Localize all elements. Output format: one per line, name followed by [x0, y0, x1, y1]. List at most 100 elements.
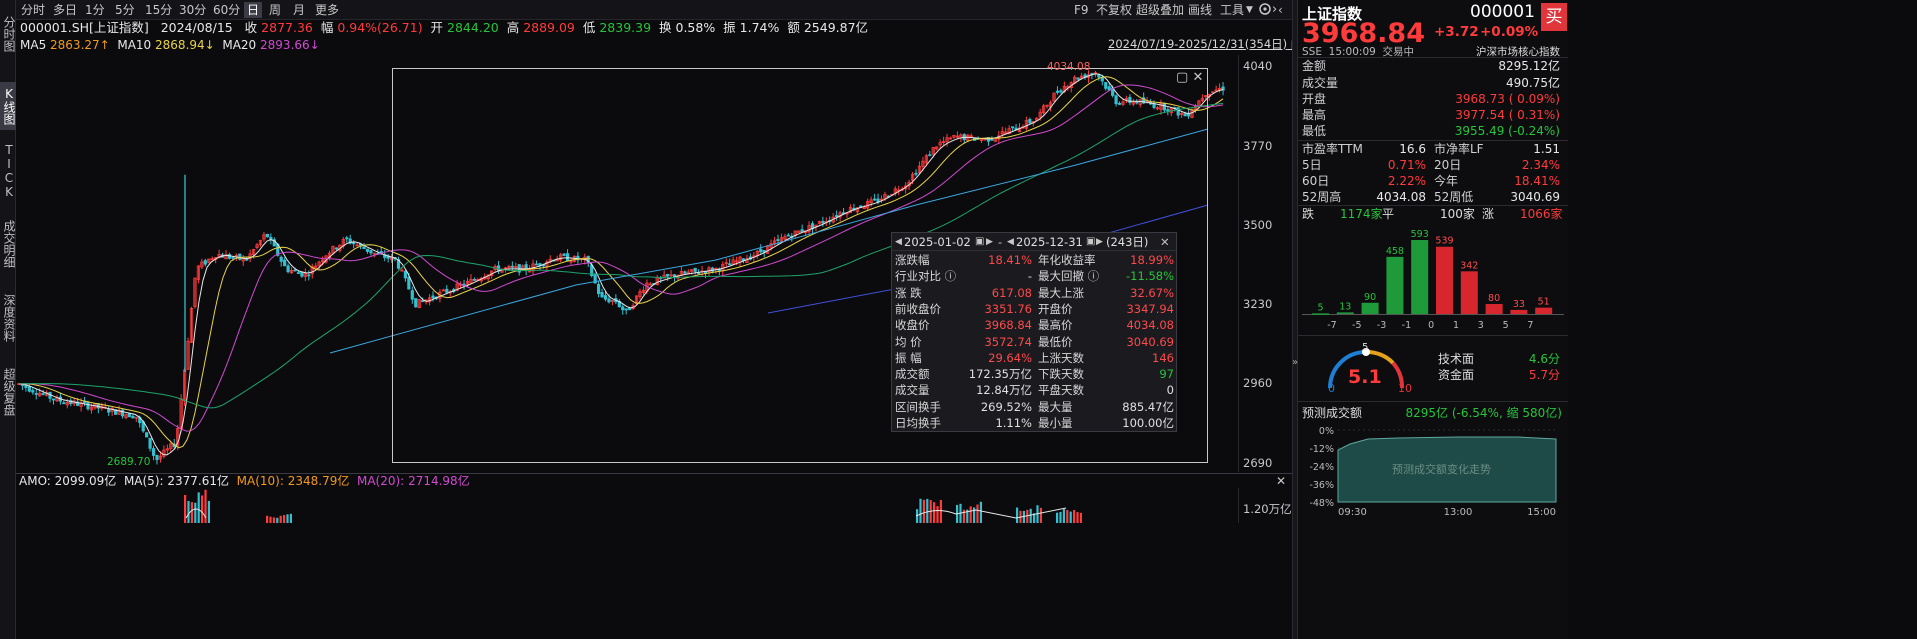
candle-body [403, 270, 408, 279]
settings-icon[interactable] [1258, 2, 1272, 18]
candle-body [1004, 131, 1008, 134]
candle-body [917, 165, 922, 174]
arrow-left-icon[interactable]: ‹ [1278, 3, 1283, 17]
candle-body [800, 229, 804, 233]
volume-bar [922, 499, 925, 523]
divider [1298, 401, 1568, 402]
gauge-max-label: 10 [1398, 382, 1412, 395]
stats-row: 均 价 3572.74 最低价 3040.69 [892, 334, 1178, 350]
candle-body [1052, 92, 1056, 102]
metric-value: 1.51 [1533, 142, 1560, 156]
tab-trade-detail[interactable]: 成交明细 [2, 220, 16, 268]
gauge-value: 5.1 [1348, 366, 1382, 388]
prev-end-icon[interactable]: ◀ [1007, 237, 1014, 247]
candle-body [303, 273, 307, 277]
stat-label: 开盘 [1302, 92, 1327, 106]
candle-body [262, 234, 266, 240]
close-icon[interactable]: ✕ [1275, 474, 1286, 488]
candle-body [955, 135, 960, 138]
divider [1298, 140, 1568, 141]
draw-line-button[interactable]: 画线 [1188, 3, 1213, 17]
tab-depth-info[interactable]: 深度资料 [2, 294, 16, 342]
candle-body [258, 240, 263, 245]
volume-chart[interactable] [16, 488, 1238, 523]
buy-button[interactable]: 买 [1541, 3, 1567, 31]
stat-row: 开盘 3968.73 ( 0.09%) [1302, 91, 1560, 107]
dropdown-icon[interactable]: ▼ [1246, 5, 1253, 15]
volume-bar [190, 502, 193, 523]
no-adjust-button[interactable]: 不复权 [1096, 3, 1133, 17]
overlay-button[interactable]: 超级叠加 [1136, 3, 1185, 17]
candle-body [272, 239, 276, 247]
period-day[interactable]: 日 [244, 2, 263, 18]
volume-bar [939, 500, 942, 523]
stats-row: 区间换手 269.52% 最大量 885.47亿 [892, 399, 1178, 415]
panel-divider[interactable]: » [1292, 0, 1298, 639]
maximize-icon[interactable]: ▢ [1176, 70, 1189, 85]
kline-chart[interactable] [16, 55, 1292, 472]
candle-body [193, 277, 197, 307]
dist-axis-label: 7 [1527, 320, 1533, 331]
candle-body [255, 244, 259, 248]
stats-value: 885.47亿 [1122, 399, 1174, 414]
ma-legend: MA5 2863.27↑ MA10 2868.94↓ MA20 2893.66↓ [20, 37, 320, 53]
period-more[interactable]: 更多 [315, 3, 340, 17]
period-15min[interactable]: 15分 [145, 3, 173, 17]
next-start-icon[interactable]: ▶ [986, 237, 993, 247]
amo-value: 2099.09亿 [54, 474, 117, 488]
period-week[interactable]: 周 [269, 3, 282, 17]
range-selector[interactable]: 2024/07/19-2025/12/31(354日) ▣ ▼ [1108, 37, 1311, 51]
f9-button[interactable]: F9 [1074, 3, 1089, 17]
dist-bar [1336, 312, 1354, 314]
stats-label: 区间换手 [895, 399, 941, 414]
candle-body [248, 253, 252, 259]
calendar-icon[interactable]: ▣ [1086, 236, 1096, 247]
tab-tick[interactable]: TICK [2, 143, 16, 199]
candle-body [873, 198, 877, 201]
ma5-line [18, 73, 1224, 456]
candle-body [117, 409, 121, 415]
period-intraday[interactable]: 分时 [21, 3, 46, 17]
start-date[interactable]: 2025-01-02 [904, 235, 971, 249]
period-1min[interactable]: 1分 [85, 3, 105, 17]
period-5min[interactable]: 5分 [115, 3, 135, 17]
volume-bar [926, 498, 929, 523]
quote-time: 15:00:09 [1328, 46, 1376, 58]
candle-body [414, 298, 418, 308]
flat-count: 100家 [1440, 207, 1475, 221]
candle-body [610, 299, 615, 302]
candle-body [410, 290, 414, 300]
volume-bar [207, 500, 210, 523]
change-label: 幅 [320, 20, 334, 35]
next-end-icon[interactable]: ▶ [1096, 237, 1103, 247]
tab-intraday[interactable]: 分时图 [2, 16, 16, 52]
candle-body [27, 386, 31, 392]
period-multiday[interactable]: 多日 [53, 3, 78, 17]
amplitude-label: 振 [723, 20, 736, 35]
range-selection-box[interactable] [392, 68, 1208, 463]
close-icon[interactable]: ✕ [1160, 235, 1170, 249]
low-value: 2839.39 [599, 20, 652, 35]
candle-body [603, 295, 608, 300]
prev-start-icon[interactable]: ◀ [895, 237, 902, 247]
candle-body [1155, 107, 1160, 110]
stats-label: 最高价 [1038, 318, 1073, 333]
volume-bar [283, 515, 286, 523]
tools-button[interactable]: 工具 [1220, 3, 1245, 17]
period-30min[interactable]: 30分 [179, 3, 207, 17]
calendar-icon[interactable]: ▣ [975, 236, 985, 247]
period-month[interactable]: 月 [293, 3, 306, 17]
collapse-icon[interactable]: » [1292, 357, 1299, 368]
arrow-right-icon[interactable]: › [1272, 2, 1278, 17]
candle-body [1007, 128, 1011, 135]
tab-kline[interactable]: K线图 [0, 82, 16, 130]
volume-axis: 1.20万亿 [1238, 488, 1292, 523]
end-date[interactable]: 2025-12-31 [1016, 235, 1083, 249]
close-icon[interactable]: ✕ [1192, 70, 1204, 85]
stats-value: 269.52% [980, 399, 1032, 414]
period-60min[interactable]: 60分 [213, 3, 241, 17]
amount-value: 2549.87亿 [803, 20, 869, 35]
stats-value: 1.11% [995, 416, 1032, 430]
tab-super-review[interactable]: 超级复盘 [2, 368, 16, 416]
metric-label: 20日 [1434, 158, 1462, 172]
